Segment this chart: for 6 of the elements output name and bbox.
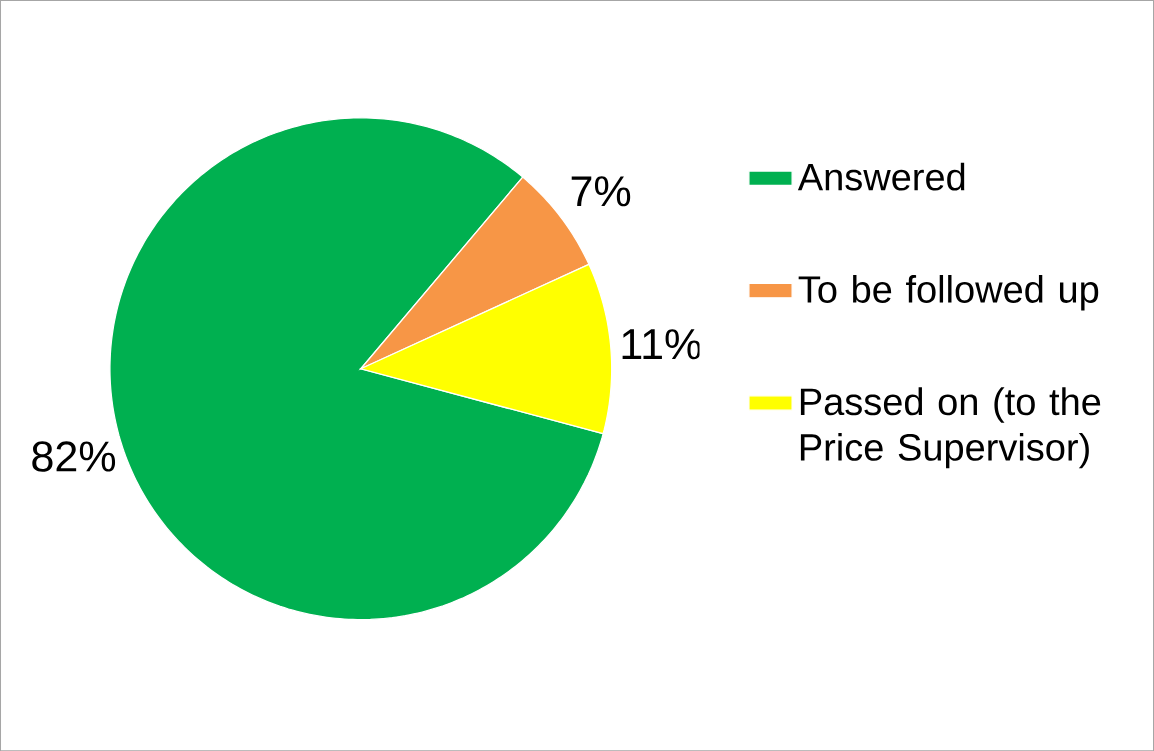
data-label: 11% (622, 329, 701, 360)
legend-label: Answered (797, 162, 965, 191)
data-label: 7% (571, 176, 631, 207)
legend-label: To be followed up (798, 274, 1099, 311)
data-label: 82% (32, 441, 116, 472)
legend-label: Passed on (to the Price Supervisor) (800, 387, 1101, 469)
